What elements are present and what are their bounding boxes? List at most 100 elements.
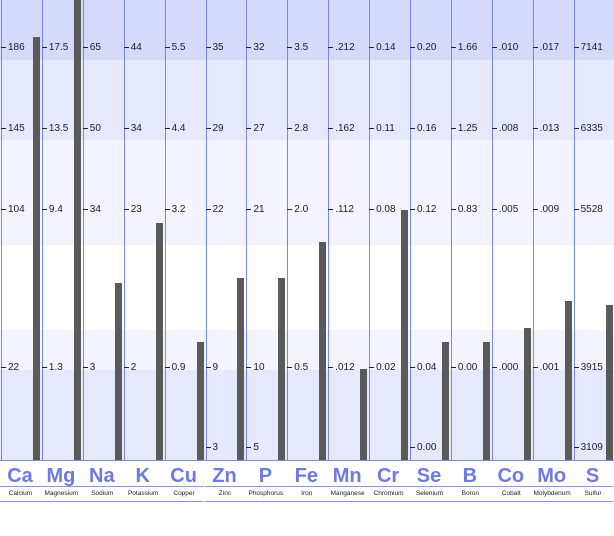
bar-k <box>155 223 163 460</box>
element-symbol: Ca <box>7 465 33 487</box>
column-divider <box>205 0 207 460</box>
element-name: Sulfur <box>584 490 602 497</box>
column-divider <box>1 0 2 460</box>
element-name-box <box>368 486 409 502</box>
column-divider <box>328 0 330 460</box>
column-divider <box>410 0 411 460</box>
tick-label: .112 <box>328 204 354 216</box>
column-divider <box>82 0 84 460</box>
element-name-box <box>286 486 328 502</box>
tick-label: 13.5 <box>42 123 68 135</box>
element-symbol: Co <box>497 465 525 487</box>
tick-label: 0.83 <box>451 204 477 216</box>
column-divider <box>123 0 125 460</box>
tick-label: 0.08 <box>369 204 395 216</box>
tick-label: 44 <box>124 42 142 54</box>
element-symbol: Na <box>89 465 115 487</box>
element-name: Magnesium <box>44 490 79 497</box>
tick-label: 50 <box>83 123 101 135</box>
element-symbol: Zn <box>212 465 237 487</box>
tick-label: .162 <box>328 123 354 135</box>
element-name: Chromium <box>373 490 404 497</box>
background-band <box>0 140 614 205</box>
bar-fe <box>319 241 327 460</box>
tick-label: 3109 <box>574 442 603 454</box>
element-name: Selenium <box>415 490 443 497</box>
tick-label: 186 <box>1 42 25 54</box>
tick-label: 3 <box>83 362 96 374</box>
tick-label: .005 <box>492 204 518 216</box>
element-name-box <box>572 486 614 502</box>
tick-label: 0.00 <box>410 442 436 454</box>
tick-label: 0.12 <box>410 204 436 216</box>
bar-mn <box>360 369 368 460</box>
element-symbol: Mo <box>537 465 567 487</box>
bar-mo <box>564 300 572 460</box>
bar-p <box>278 278 286 460</box>
plot-baseline <box>0 460 614 461</box>
tick-label: 2.0 <box>287 204 308 216</box>
tick-label: 17.5 <box>42 42 68 54</box>
tick-label: 6335 <box>574 123 603 135</box>
element-name: Boron <box>461 490 480 497</box>
column-divider <box>287 0 289 460</box>
tick-label: 9 <box>206 362 219 374</box>
element-symbol: Cu <box>170 465 197 487</box>
tick-label: 0.04 <box>410 362 436 374</box>
tick-label: 0.02 <box>369 362 395 374</box>
element-name-box <box>0 486 41 502</box>
column-divider <box>573 0 575 460</box>
element-symbol: S <box>585 465 600 487</box>
tick-label: 22 <box>206 204 224 216</box>
element-name-box <box>449 486 491 502</box>
element-name-box <box>81 486 123 502</box>
background-band <box>0 370 614 460</box>
bar-na <box>114 282 122 460</box>
element-name: Manganese <box>330 490 365 497</box>
element-symbol: Fe <box>294 465 318 487</box>
tick-label: 2.8 <box>287 123 308 135</box>
element-name-box <box>163 486 205 502</box>
element-name: Phosphorus <box>248 490 284 497</box>
bar-cu <box>196 341 204 460</box>
tick-label: 32 <box>246 42 264 54</box>
element-name: Molybdenum <box>533 490 571 497</box>
bar-s <box>605 305 613 460</box>
tick-label: 35 <box>206 42 224 54</box>
tick-label: 0.11 <box>369 123 395 135</box>
bar-zn <box>237 278 245 460</box>
column-divider <box>491 0 493 460</box>
column-divider <box>41 0 43 460</box>
element-name: Zinc <box>218 490 232 497</box>
column-divider <box>532 0 534 460</box>
tick-label: 0.20 <box>410 42 436 54</box>
bar-ca <box>32 36 40 460</box>
tick-label: .008 <box>492 123 518 135</box>
tick-label: 9.4 <box>42 204 63 216</box>
tick-label: 0.9 <box>165 362 186 374</box>
column-divider <box>369 0 371 460</box>
tick-label: .009 <box>533 204 559 216</box>
tick-label: 145 <box>1 123 25 135</box>
column-divider <box>164 0 166 460</box>
tick-label: 1.66 <box>451 42 477 54</box>
tick-label: 3 <box>206 442 219 454</box>
tick-label: 1.25 <box>451 123 477 135</box>
element-name-box <box>409 486 450 502</box>
tick-label: 3915 <box>574 362 603 374</box>
bar-b <box>482 341 490 460</box>
tick-label: .212 <box>328 42 354 54</box>
element-symbol: Mg <box>46 465 76 487</box>
tick-label: 10 <box>246 362 264 374</box>
tick-label: 5 <box>246 442 259 454</box>
element-name: Cobalt <box>501 490 521 497</box>
element-name-box <box>245 486 287 502</box>
element-name-box <box>327 486 369 502</box>
element-symbol: Se <box>416 465 442 487</box>
element-symbol: B <box>462 465 478 487</box>
element-symbol: K <box>135 465 150 487</box>
element-name-box <box>204 486 246 502</box>
tick-label: .017 <box>533 42 559 54</box>
tick-label: 5.5 <box>165 42 186 54</box>
